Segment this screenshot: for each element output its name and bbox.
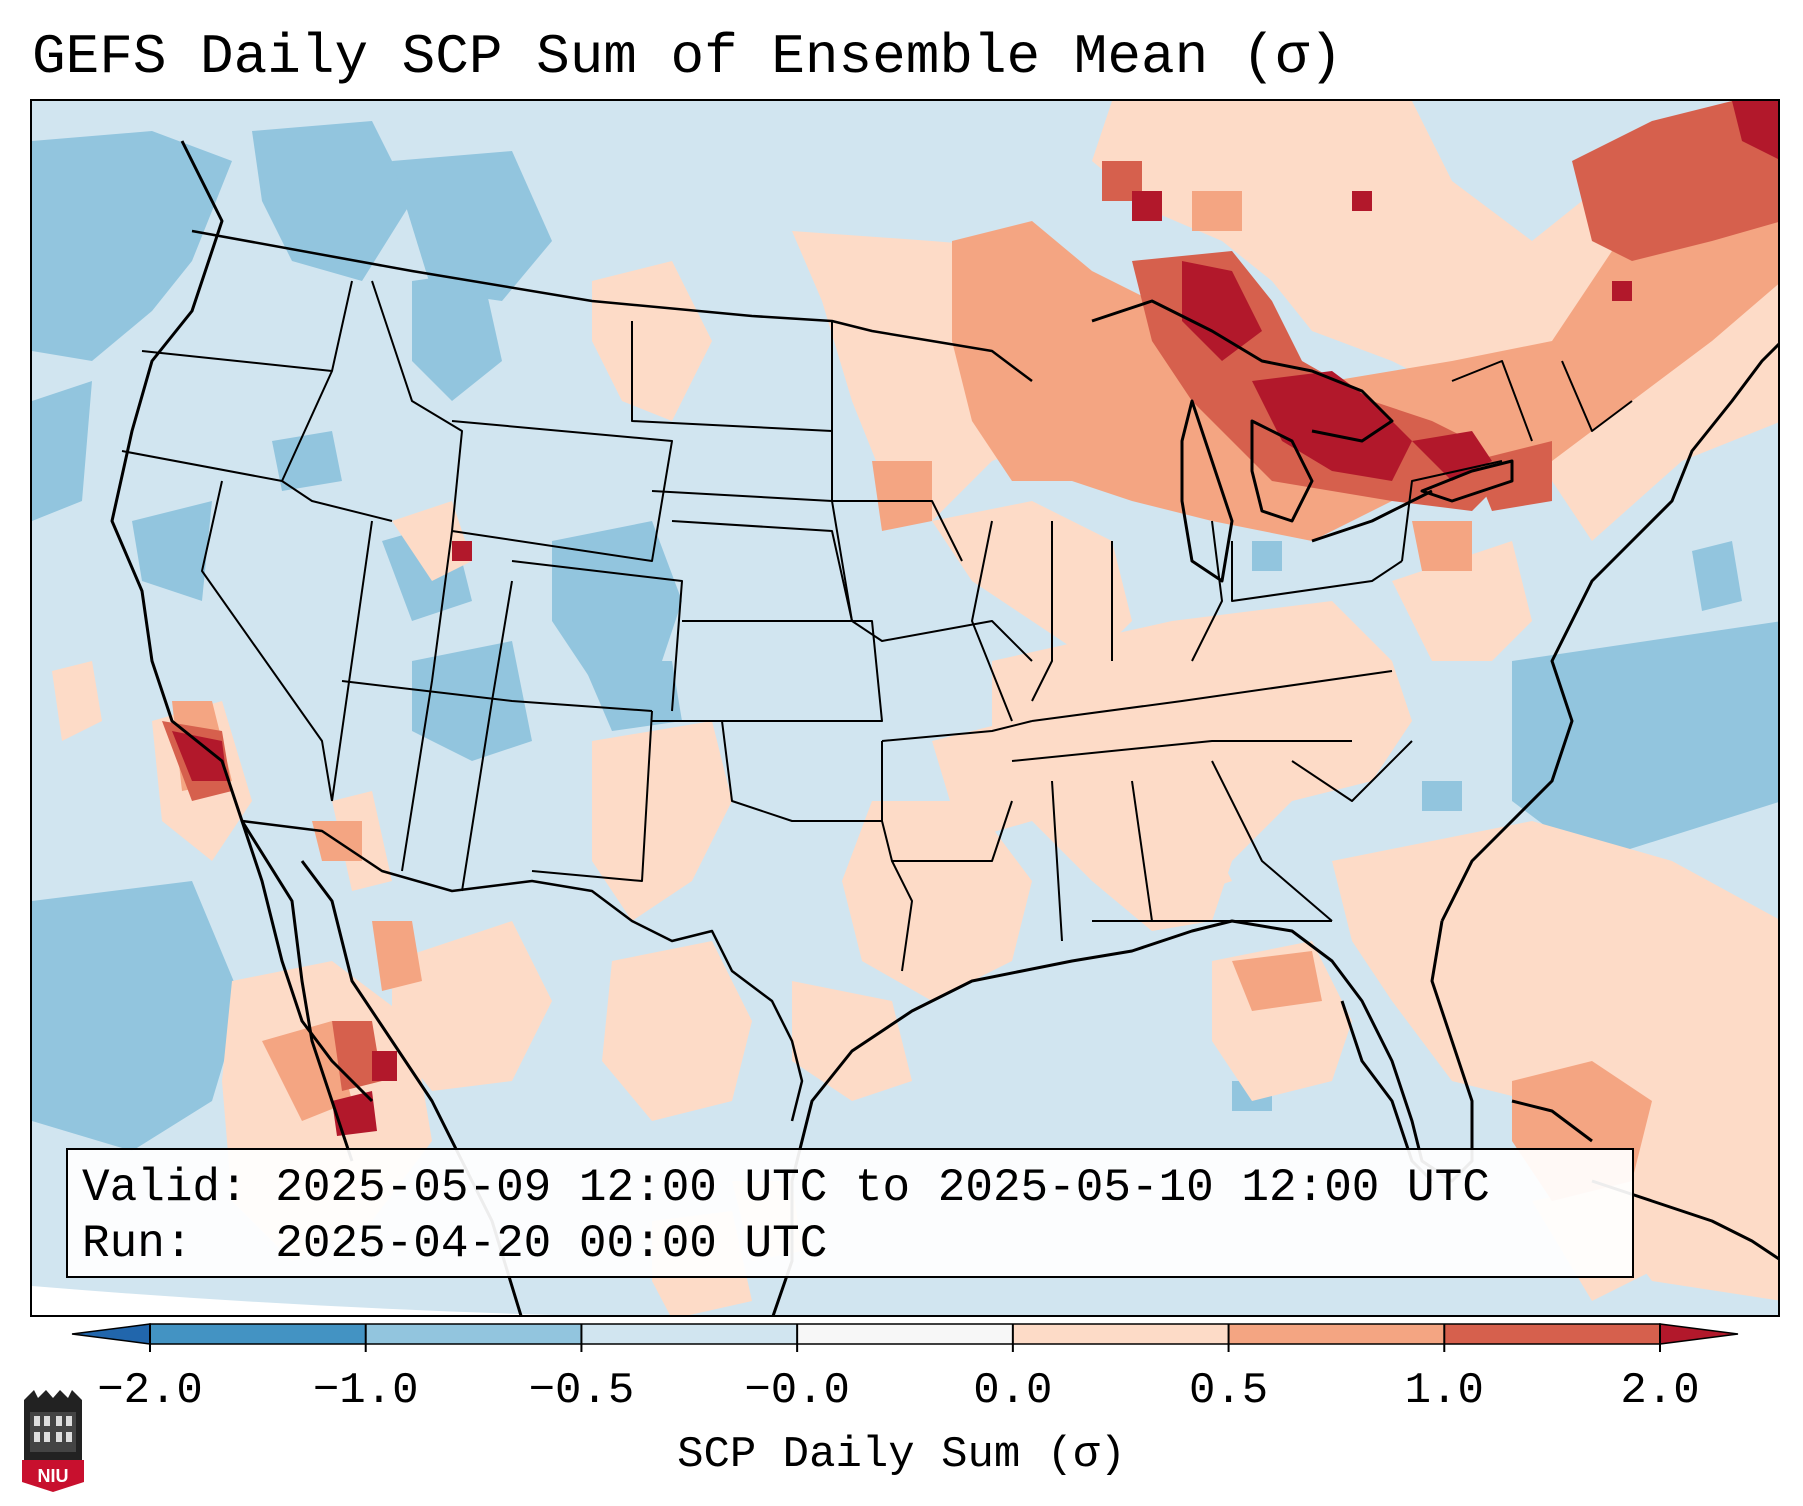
university-building-icon: NIU	[22, 1390, 84, 1492]
colorbar-label: SCP Daily Sum (σ)	[677, 1430, 1126, 1480]
colorbar-tick-label: 1.0	[1404, 1366, 1484, 1416]
colorbar-tick-label: −0.5	[528, 1366, 635, 1416]
colorbar-ticks	[149, 1324, 1661, 1352]
valid-time-text: Valid: 2025-05-09 12:00 UTC to 2025-05-1…	[82, 1162, 1490, 1214]
colorbar-extend-low	[71, 1323, 151, 1345]
colorbar-tick-label: 0.0	[973, 1366, 1053, 1416]
colorbar-extend-high	[1659, 1323, 1739, 1345]
colorbar-segment	[1012, 1324, 1229, 1344]
colorbar-segment	[1228, 1324, 1445, 1344]
colorbar-tick-label: 2.0	[1620, 1366, 1700, 1416]
colorbar-tick-label: −2.0	[97, 1366, 203, 1416]
map-panel	[30, 99, 1780, 1317]
colorbar-tick-label: −1.0	[312, 1366, 419, 1416]
colorbar	[71, 1323, 1739, 1352]
colorbar-segment	[797, 1324, 1013, 1344]
logo-text: NIU	[38, 1466, 69, 1486]
map-title: GEFS Daily SCP Sum of Ensemble Mean (σ)	[32, 25, 1343, 89]
state-borders	[121, 280, 1633, 972]
colorbar-tick-label: 0.5	[1188, 1366, 1269, 1416]
colorbar-segment	[581, 1324, 798, 1344]
map-canvas	[32, 101, 1778, 1315]
colorbar-segments	[71, 1323, 1739, 1345]
outside-domain-area	[32, 1286, 554, 1315]
colorbar-segment	[150, 1324, 366, 1344]
colorbar-segment	[1444, 1324, 1660, 1344]
colorbar-segment	[365, 1324, 582, 1344]
colorbar-tick-label: −0.0	[744, 1366, 850, 1416]
run-time-text: Run: 2025-04-20 00:00 UTC	[82, 1218, 828, 1270]
valid-time-box: Valid: 2025-05-09 12:00 UTC to 2025-05-1…	[66, 1148, 1634, 1278]
